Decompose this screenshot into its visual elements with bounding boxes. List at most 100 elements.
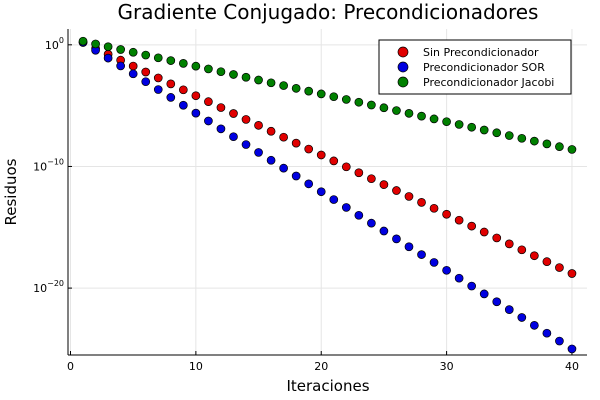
data-point bbox=[316, 150, 326, 160]
data-point bbox=[454, 215, 464, 225]
data-point bbox=[241, 140, 251, 149]
data-point bbox=[504, 131, 514, 140]
data-point bbox=[241, 72, 251, 82]
data-point bbox=[279, 163, 288, 173]
y-tick-label: 100 bbox=[45, 36, 64, 52]
data-point bbox=[467, 221, 477, 231]
data-point bbox=[141, 50, 151, 60]
data-point bbox=[479, 125, 489, 135]
data-point bbox=[479, 227, 489, 237]
data-point bbox=[254, 120, 263, 130]
data-point bbox=[379, 180, 389, 189]
data-point bbox=[555, 263, 564, 272]
data-point bbox=[304, 179, 314, 189]
data-point bbox=[492, 297, 502, 307]
data-point bbox=[404, 192, 414, 201]
series-1 bbox=[78, 38, 577, 278]
data-point bbox=[454, 120, 464, 129]
data-point bbox=[166, 56, 176, 65]
data-point bbox=[329, 92, 339, 102]
data-point bbox=[504, 239, 514, 249]
data-point bbox=[116, 45, 126, 54]
axes bbox=[67, 29, 587, 356]
y-tick-label: 10−10 bbox=[33, 157, 64, 173]
data-point bbox=[329, 156, 339, 166]
data-point bbox=[78, 36, 88, 46]
data-point bbox=[178, 85, 188, 95]
legend: Sin Precondicionador Precondicionador SOR… bbox=[378, 39, 572, 95]
data-point bbox=[191, 91, 201, 101]
data-point bbox=[529, 136, 539, 146]
x-axis-label: Iteraciones bbox=[286, 377, 369, 395]
data-point bbox=[166, 79, 176, 89]
data-point bbox=[341, 95, 351, 104]
data-point bbox=[266, 126, 276, 136]
data-point bbox=[379, 103, 389, 113]
data-point bbox=[529, 251, 539, 261]
data-point bbox=[291, 138, 301, 148]
data-point bbox=[229, 132, 238, 142]
data-point bbox=[492, 233, 502, 243]
data-point bbox=[404, 242, 414, 252]
data-point bbox=[529, 320, 539, 330]
data-point bbox=[517, 313, 527, 322]
data-point bbox=[417, 111, 426, 121]
data-point bbox=[454, 273, 464, 283]
data-point bbox=[517, 133, 527, 143]
data-point bbox=[341, 162, 351, 172]
data-point bbox=[367, 174, 376, 184]
data-point bbox=[229, 70, 238, 79]
data-point bbox=[279, 81, 288, 90]
data-point bbox=[555, 142, 564, 151]
data-point bbox=[542, 328, 552, 338]
data-point bbox=[229, 109, 238, 118]
data-point bbox=[178, 59, 188, 68]
data-point bbox=[291, 84, 301, 93]
data-point bbox=[266, 78, 276, 88]
legend-box bbox=[378, 39, 572, 95]
data-point bbox=[141, 67, 151, 77]
data-point bbox=[304, 86, 314, 96]
y-tick-label: 10−20 bbox=[33, 279, 64, 295]
legend-marker bbox=[397, 46, 409, 58]
data-point bbox=[153, 85, 163, 94]
data-point bbox=[354, 210, 364, 220]
legend-label: Sin Precondicionador bbox=[423, 46, 539, 59]
x-tick-label: 0 bbox=[67, 360, 74, 373]
data-point bbox=[392, 186, 401, 195]
data-point bbox=[304, 144, 314, 154]
data-point bbox=[417, 198, 426, 207]
data-point bbox=[191, 61, 201, 71]
data-point bbox=[153, 73, 163, 83]
data-point bbox=[341, 203, 351, 212]
chart-title: Gradiente Conjugado: Precondicionadores bbox=[118, 0, 539, 24]
data-point bbox=[216, 124, 226, 134]
data-point bbox=[116, 61, 126, 71]
data-point bbox=[467, 122, 477, 132]
data-point bbox=[266, 155, 276, 165]
data-point bbox=[153, 53, 163, 63]
data-point bbox=[429, 258, 439, 267]
data-point bbox=[392, 234, 401, 244]
x-tick-label: 20 bbox=[314, 360, 328, 373]
data-point bbox=[103, 53, 113, 63]
x-tick-label: 30 bbox=[440, 360, 454, 373]
series-3 bbox=[78, 36, 577, 154]
y-ticks: 100 10−10 10−20 bbox=[33, 36, 72, 295]
data-point bbox=[91, 39, 100, 49]
data-point bbox=[316, 89, 326, 99]
data-point bbox=[329, 195, 339, 204]
legend-marker bbox=[397, 76, 409, 88]
x-tick-label: 10 bbox=[189, 360, 203, 373]
data-point bbox=[417, 250, 426, 259]
data-point bbox=[128, 61, 138, 71]
data-point bbox=[191, 108, 201, 118]
data-point bbox=[367, 100, 376, 110]
data-point bbox=[542, 257, 552, 266]
data-point bbox=[316, 187, 326, 197]
data-point bbox=[379, 226, 389, 236]
data-point bbox=[178, 100, 188, 110]
x-ticks: 0 10 20 30 40 bbox=[67, 351, 579, 373]
data-point bbox=[216, 67, 226, 77]
